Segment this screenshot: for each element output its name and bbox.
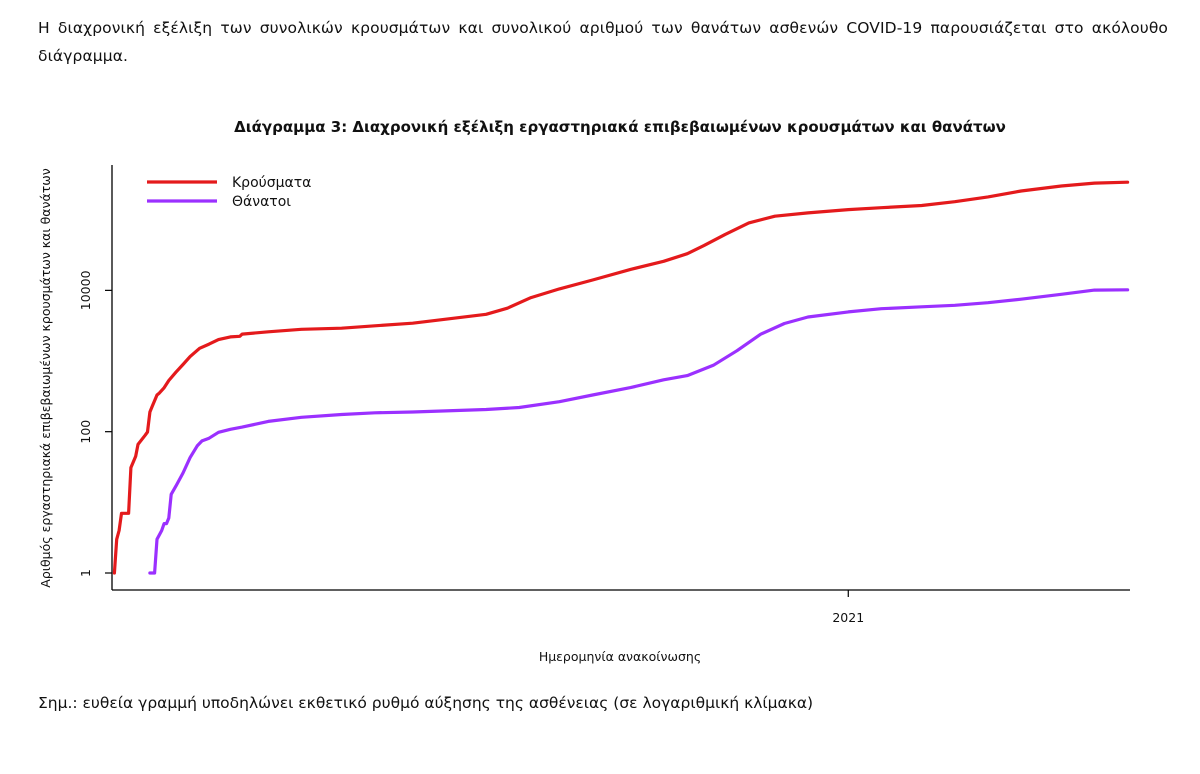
legend-label-2: Θάνατοι — [232, 194, 291, 210]
series-line-2 — [148, 288, 1130, 575]
x-tick-label: 2021 — [832, 610, 864, 625]
series-lines — [112, 180, 1130, 575]
legend: Κρούσματα Θάνατοι — [147, 175, 311, 210]
y-tick-label: 100 — [78, 420, 93, 444]
y-axis-title: Αριθμός εργαστηριακά επιβεβαιωμένων κρου… — [38, 168, 53, 587]
y-tick-label: 1 — [78, 569, 93, 577]
legend-label-1: Κρούσματα — [232, 175, 311, 191]
y-tick-label: 10000 — [78, 270, 93, 310]
intro-paragraph: Η διαχρονική εξέλιξη των συνολικών κρουσ… — [38, 19, 1168, 65]
footnote: Σημ.: ευθεία γραμμή υποδηλώνει εκθετικό … — [38, 694, 814, 712]
x-axis-title: Ημερομηνία ανακοίνωσης — [539, 649, 701, 664]
chart: Διάγραμμα 3: Διαχρονική εξέλιξη εργαστηρ… — [38, 118, 1130, 664]
axes: 1 100 10000 2021 — [78, 165, 1130, 625]
series-line-1 — [112, 180, 1130, 575]
chart-title: Διάγραμμα 3: Διαχρονική εξέλιξη εργαστηρ… — [234, 118, 1006, 136]
